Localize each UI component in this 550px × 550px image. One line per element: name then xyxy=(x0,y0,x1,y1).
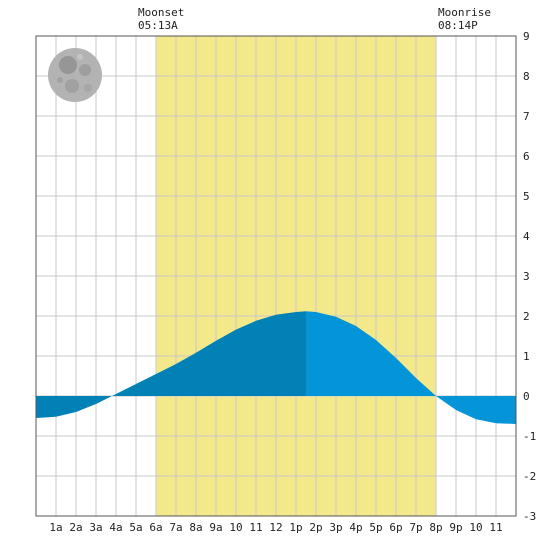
plot-border xyxy=(35,35,517,517)
y-tick-label: 5 xyxy=(523,190,530,203)
x-tick-label: 4a xyxy=(109,521,122,534)
x-tick-label: 9a xyxy=(209,521,222,534)
tide-area xyxy=(36,311,516,424)
y-tick-label: 9 xyxy=(523,30,530,43)
x-tick-label: 7a xyxy=(169,521,182,534)
moonset-label: Moonset xyxy=(138,6,184,19)
y-tick-label: 7 xyxy=(523,110,530,123)
x-tick-label: 6p xyxy=(389,521,402,534)
x-tick-label: 6a xyxy=(149,521,162,534)
x-tick-label: 2a xyxy=(69,521,82,534)
full-moon-icon xyxy=(48,48,102,102)
y-tick-label: 4 xyxy=(523,230,530,243)
x-tick-label: 3p xyxy=(329,521,342,534)
y-axis: 9 8 7 6 5 4 3 2 1 0 -1 -2 -3 xyxy=(523,30,536,523)
x-tick-label: 9p xyxy=(449,521,462,534)
moonset-time: 05:13A xyxy=(138,19,178,32)
x-tick-label: 10 xyxy=(469,521,482,534)
tide-area-falling xyxy=(306,311,516,424)
y-tick-label: 3 xyxy=(523,270,530,283)
y-tick-label: 2 xyxy=(523,310,530,323)
grid xyxy=(36,36,516,516)
x-tick-label: 2p xyxy=(309,521,322,534)
y-tick-label: -3 xyxy=(523,510,536,523)
x-tick-label: 8p xyxy=(429,521,442,534)
x-tick-label: 11 xyxy=(249,521,262,534)
y-tick-label: 6 xyxy=(523,150,530,163)
x-tick-label: 7p xyxy=(409,521,422,534)
moonrise-label: Moonrise xyxy=(438,6,491,19)
moonrise-time: 08:14P xyxy=(438,19,478,32)
x-tick-label: 11 xyxy=(489,521,502,534)
x-axis: 1a 2a 3a 4a 5a 6a 7a 8a 9a 10 11 12 1p 2p 3p 4p 5p 6p 7p 8p… xyxy=(49,521,502,534)
x-tick-label: 10 xyxy=(229,521,242,534)
x-tick-label: 8a xyxy=(189,521,202,534)
x-tick-label: 12 xyxy=(269,521,282,534)
y-tick-label: -1 xyxy=(523,430,536,443)
x-tick-label: 1a xyxy=(49,521,62,534)
y-tick-label: 0 xyxy=(523,390,530,403)
x-tick-label: 5p xyxy=(369,521,382,534)
y-tick-label: 1 xyxy=(523,350,530,363)
x-tick-label: 3a xyxy=(89,521,102,534)
tide-area-rising xyxy=(36,311,306,418)
x-tick-label: 1p xyxy=(289,521,302,534)
y-tick-label: 8 xyxy=(523,70,530,83)
x-tick-label: 4p xyxy=(349,521,362,534)
y-tick-label: -2 xyxy=(523,470,536,483)
x-tick-label: 5a xyxy=(129,521,142,534)
